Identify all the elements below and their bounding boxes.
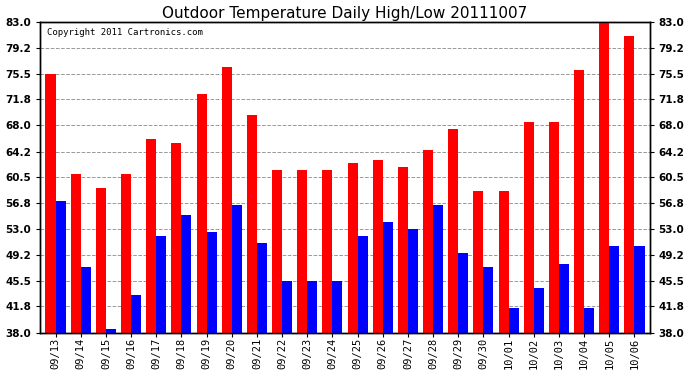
Bar xyxy=(121,174,131,333)
Bar xyxy=(499,191,509,333)
Bar xyxy=(46,74,56,333)
Text: Copyright 2011 Cartronics.com: Copyright 2011 Cartronics.com xyxy=(46,28,202,37)
Bar xyxy=(206,232,217,333)
Bar xyxy=(398,167,408,333)
Bar xyxy=(509,309,519,333)
Bar xyxy=(524,122,534,333)
Bar xyxy=(247,115,257,333)
Bar xyxy=(131,295,141,333)
Bar xyxy=(433,205,443,333)
Bar xyxy=(624,36,634,333)
Bar xyxy=(423,150,433,333)
Bar xyxy=(156,236,166,333)
Bar xyxy=(534,288,544,333)
Bar xyxy=(307,281,317,333)
Bar xyxy=(106,329,116,333)
Bar xyxy=(357,236,368,333)
Bar xyxy=(333,281,342,333)
Bar xyxy=(322,170,333,333)
Bar xyxy=(383,222,393,333)
Bar xyxy=(549,122,559,333)
Bar xyxy=(197,94,206,333)
Bar xyxy=(257,243,267,333)
Bar xyxy=(146,139,156,333)
Bar xyxy=(373,160,383,333)
Bar xyxy=(473,191,484,333)
Bar xyxy=(181,215,191,333)
Bar xyxy=(448,129,458,333)
Bar xyxy=(408,229,418,333)
Bar xyxy=(484,267,493,333)
Bar xyxy=(458,253,469,333)
Bar xyxy=(70,174,81,333)
Bar xyxy=(297,170,307,333)
Bar xyxy=(599,22,609,333)
Bar xyxy=(232,205,241,333)
Bar xyxy=(348,164,357,333)
Title: Outdoor Temperature Daily High/Low 20111007: Outdoor Temperature Daily High/Low 20111… xyxy=(162,6,528,21)
Bar xyxy=(81,267,91,333)
Bar xyxy=(272,170,282,333)
Bar xyxy=(56,201,66,333)
Bar xyxy=(584,309,594,333)
Bar xyxy=(282,281,292,333)
Bar xyxy=(609,246,620,333)
Bar xyxy=(634,246,644,333)
Bar xyxy=(574,70,584,333)
Bar xyxy=(171,142,181,333)
Bar xyxy=(96,188,106,333)
Bar xyxy=(559,264,569,333)
Bar xyxy=(221,67,232,333)
